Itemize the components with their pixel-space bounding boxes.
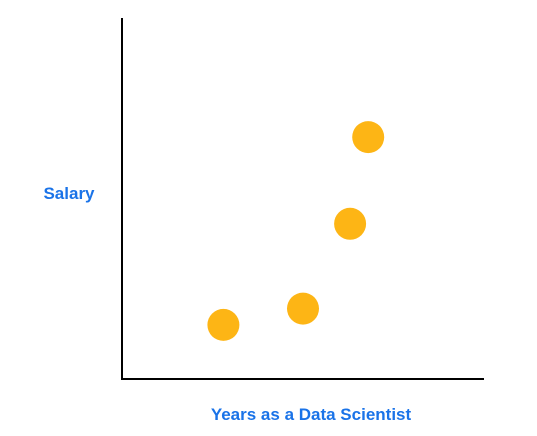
x-axis-label: Years as a Data Scientist [211, 405, 412, 424]
data-points [207, 121, 385, 341]
data-point [207, 308, 240, 341]
data-point [352, 121, 385, 154]
data-point [334, 207, 367, 240]
data-point [287, 292, 319, 325]
y-axis-label: Salary [43, 184, 95, 203]
